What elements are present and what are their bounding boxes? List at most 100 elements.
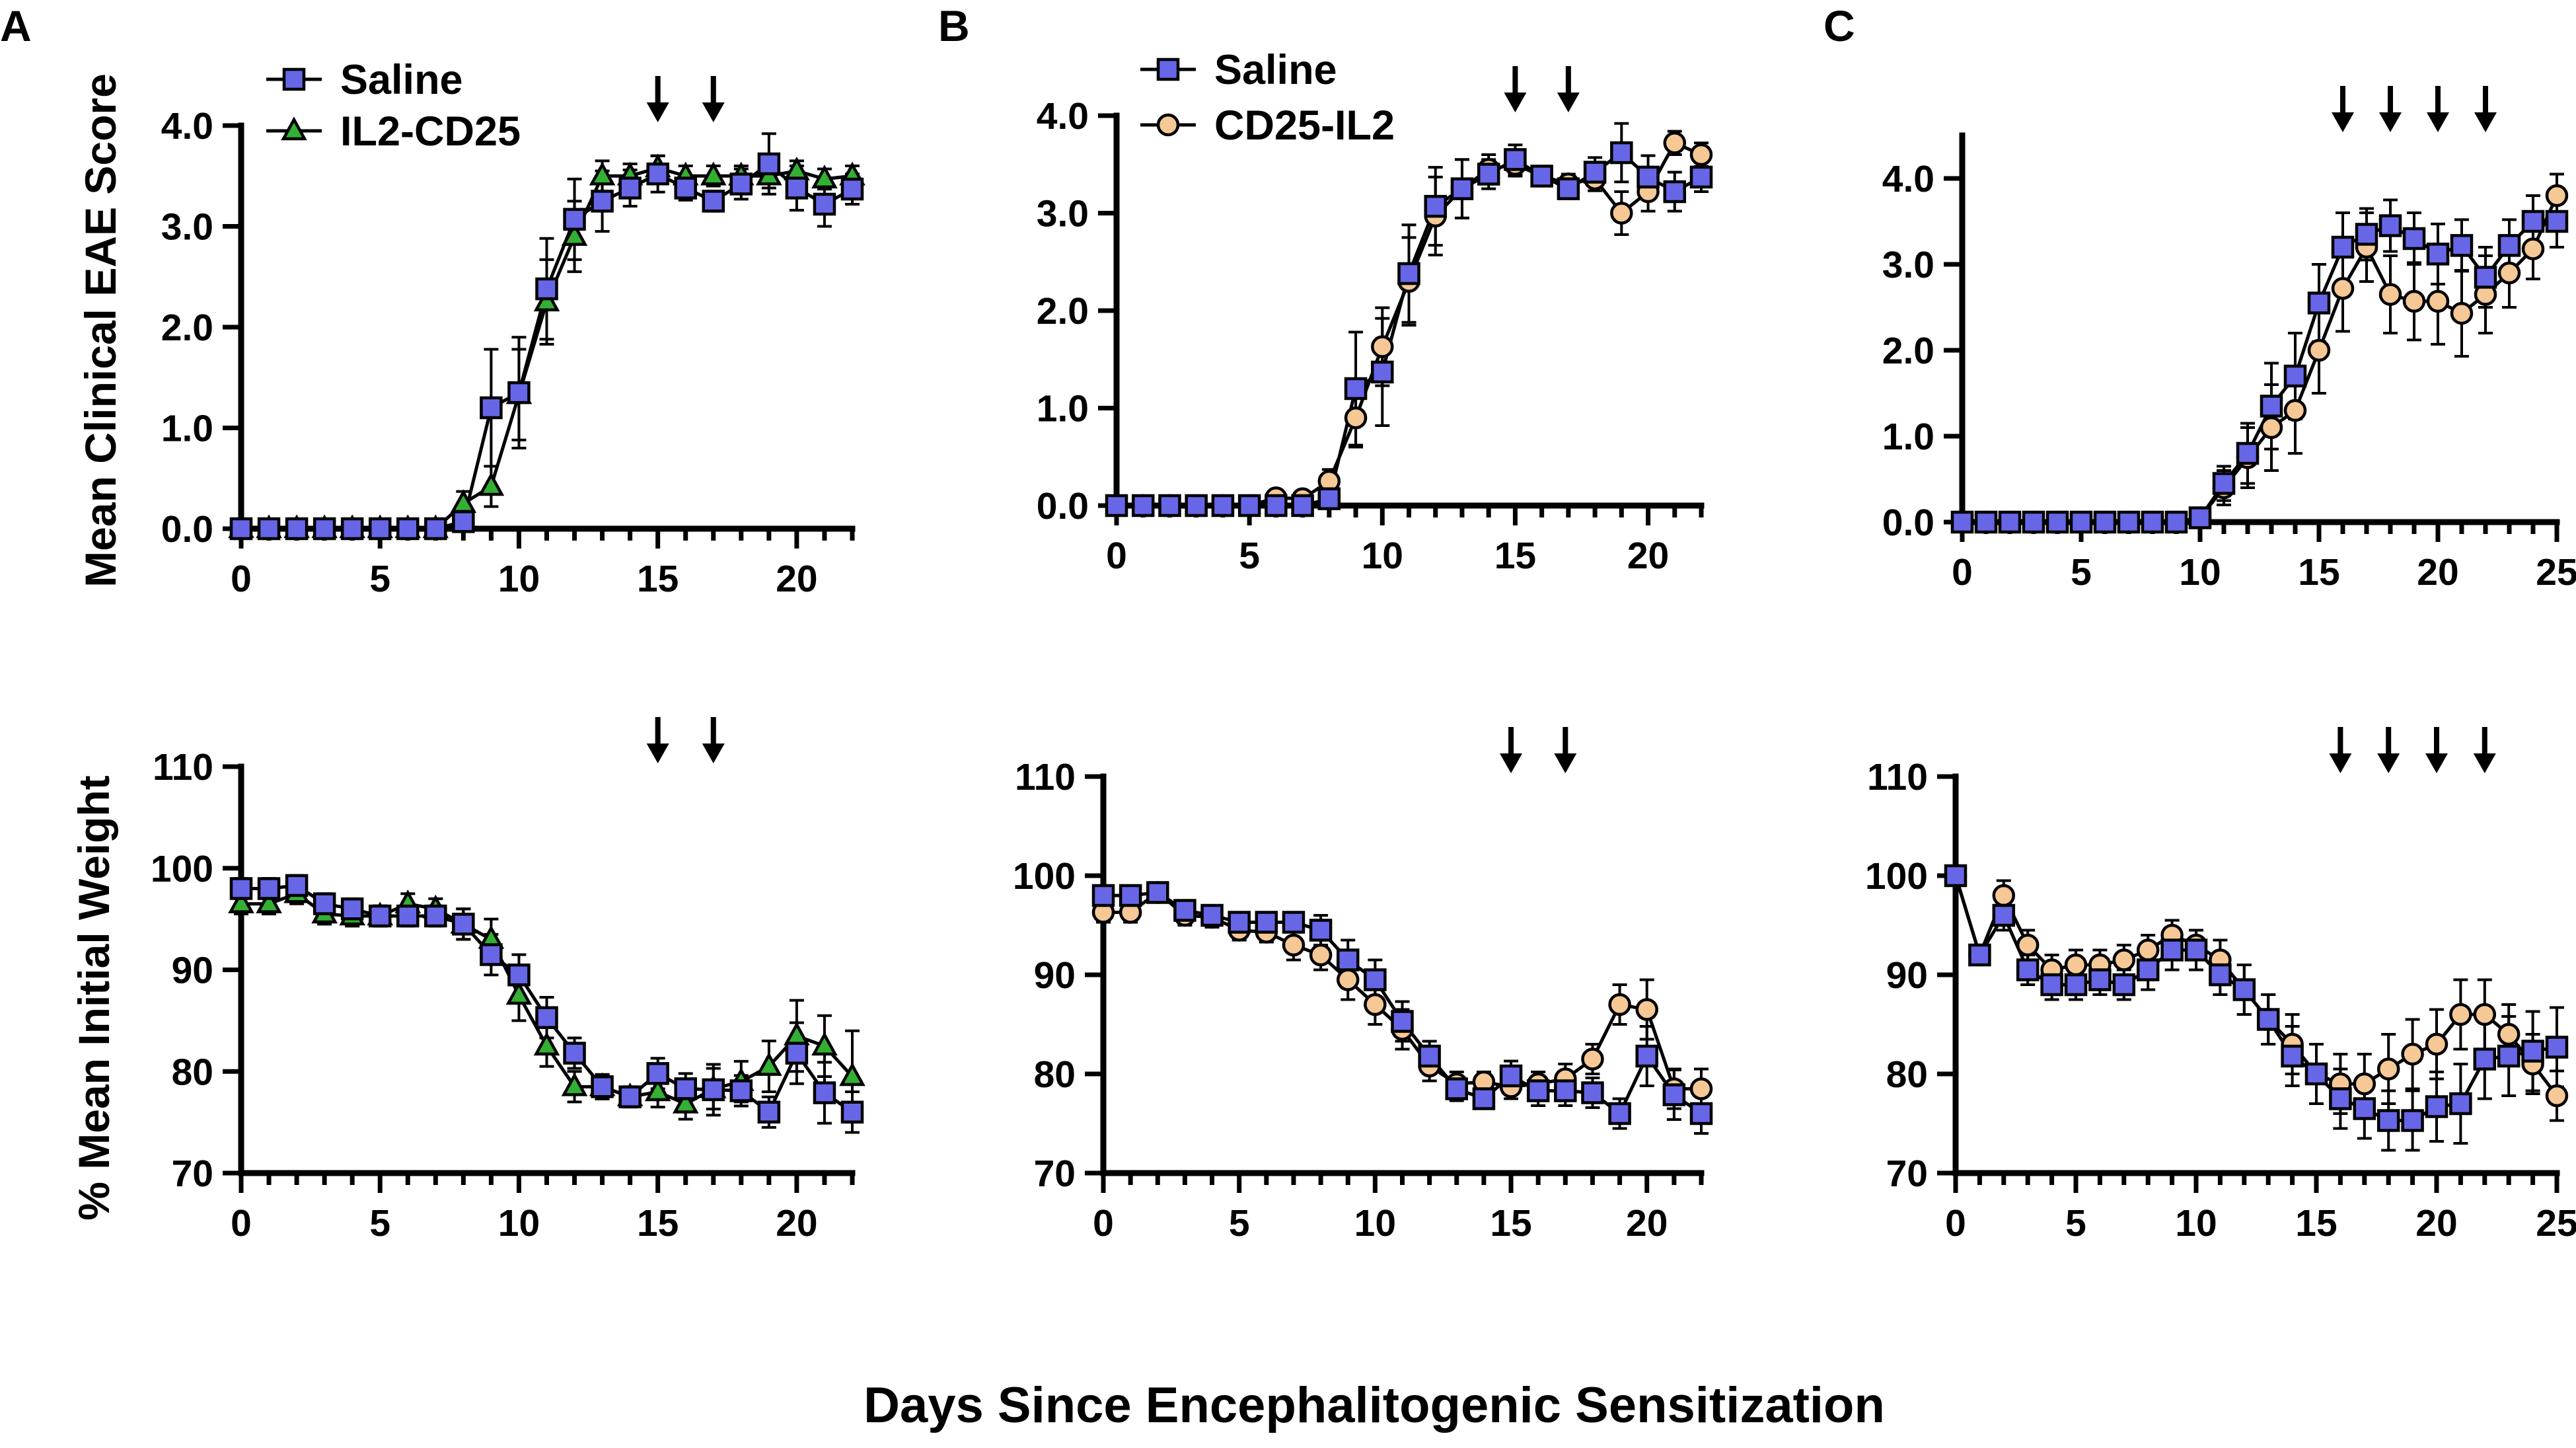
data-point xyxy=(2426,243,2450,266)
data-point xyxy=(1091,884,1115,907)
data-point xyxy=(2331,277,2355,300)
data-point xyxy=(2402,289,2426,313)
data-point xyxy=(2160,938,2184,962)
data-point xyxy=(368,517,392,541)
data-point xyxy=(257,517,281,541)
data-point xyxy=(2232,978,2256,1001)
data-point xyxy=(2497,1022,2521,1046)
data-point xyxy=(646,1062,669,1085)
data-point xyxy=(2450,301,2474,325)
markers-saline xyxy=(229,874,864,1124)
data-point xyxy=(757,152,781,176)
x-tick-label: 5 xyxy=(369,558,390,600)
data-point xyxy=(2093,510,2117,534)
treatment-arrow xyxy=(2379,86,2402,132)
data-point xyxy=(785,176,809,200)
data-point xyxy=(396,904,420,928)
data-point xyxy=(2281,1044,2304,1068)
series-cd25-il2 xyxy=(1117,130,1709,508)
markers-saline xyxy=(1950,210,2569,534)
data-point xyxy=(1105,494,1128,517)
data-point xyxy=(2088,968,2112,991)
data-point xyxy=(1364,993,1387,1016)
data-point xyxy=(700,161,727,186)
data-point xyxy=(561,1072,588,1096)
treatment-arrow xyxy=(2332,86,2354,132)
data-point xyxy=(1309,919,1333,942)
data-point xyxy=(2521,1040,2544,1063)
y-tick-label: 3.0 xyxy=(1037,193,1089,235)
series-line xyxy=(1962,219,2557,524)
series-line xyxy=(1954,875,2558,1122)
data-point xyxy=(1445,1077,1469,1100)
data-point xyxy=(2450,234,2474,257)
data-point xyxy=(2040,973,2063,997)
markers-saline xyxy=(229,152,864,541)
y-tick-label: 110 xyxy=(153,746,213,788)
data-point xyxy=(2378,214,2402,237)
data-point xyxy=(1662,1083,1686,1106)
data-point xyxy=(2022,510,2045,534)
data-point xyxy=(1530,165,1553,188)
data-point xyxy=(2401,1042,2424,1066)
y-tick-label: 0.0 xyxy=(1037,485,1089,527)
data-point xyxy=(1158,494,1181,517)
series-saline xyxy=(1117,122,1709,508)
data-point xyxy=(1291,494,1314,517)
data-point xyxy=(2136,958,2160,981)
legend-marker xyxy=(282,67,306,91)
data-point xyxy=(424,904,447,928)
data-point xyxy=(591,190,614,213)
data-point xyxy=(2112,948,2136,972)
data-point xyxy=(533,1032,560,1056)
data-point xyxy=(340,517,364,541)
treatment-arrow xyxy=(1557,66,1580,112)
treatment-arrow xyxy=(702,76,725,122)
data-point xyxy=(2497,261,2521,285)
data-point xyxy=(1610,141,1633,165)
y-tick-label: 0.0 xyxy=(1882,502,1934,544)
data-point xyxy=(2260,395,2283,418)
x-tick-label: 10 xyxy=(2175,1202,2217,1244)
data-point xyxy=(1336,948,1360,972)
treatment-arrow xyxy=(1500,727,1523,773)
data-point xyxy=(2449,1003,2472,1026)
data-point xyxy=(1146,881,1169,904)
treatment-arrow xyxy=(2474,86,2497,132)
data-point xyxy=(1499,1064,1523,1088)
data-point xyxy=(452,913,475,936)
data-point xyxy=(813,192,836,216)
data-point xyxy=(1635,1044,1658,1068)
data-point xyxy=(563,208,586,231)
data-point xyxy=(2016,958,2040,981)
data-point xyxy=(2474,266,2497,289)
y-tick-label: 4.0 xyxy=(1882,158,1934,200)
x-tick-label: 0 xyxy=(1945,1202,1966,1244)
data-point xyxy=(2209,963,2232,987)
data-point xyxy=(1173,899,1196,922)
data-point xyxy=(2064,953,2088,977)
x-axis-title: Days Since Encephalitogenic Sensitizatio… xyxy=(864,1377,1885,1433)
data-point xyxy=(2497,1044,2521,1068)
data-point xyxy=(2331,235,2355,259)
data-point xyxy=(2425,1095,2448,1118)
data-point xyxy=(1397,262,1420,286)
y-tick-label: 70 xyxy=(1886,1153,1928,1195)
data-point xyxy=(257,877,281,900)
x-tick-label: 0 xyxy=(1952,551,1973,593)
data-point xyxy=(2545,1036,2569,1059)
series-saline xyxy=(241,132,860,531)
data-point xyxy=(2016,933,2040,957)
panel-letter-c: C xyxy=(1823,1,1855,50)
chart-b-bottom: 0 5 10 15 20 70 80 90 100 110 xyxy=(1013,727,1713,1244)
markers-saline xyxy=(1944,864,2569,1132)
treatment-arrow xyxy=(2427,86,2449,132)
data-point xyxy=(1282,933,1306,957)
data-point xyxy=(2355,223,2378,246)
x-tick-label: 25 xyxy=(2536,1202,2576,1244)
legend: Saline CD25-IL2 xyxy=(1140,47,1395,149)
data-point xyxy=(561,222,588,246)
data-point xyxy=(840,1100,864,1124)
data-point xyxy=(1610,202,1633,225)
data-point xyxy=(785,1042,809,1065)
